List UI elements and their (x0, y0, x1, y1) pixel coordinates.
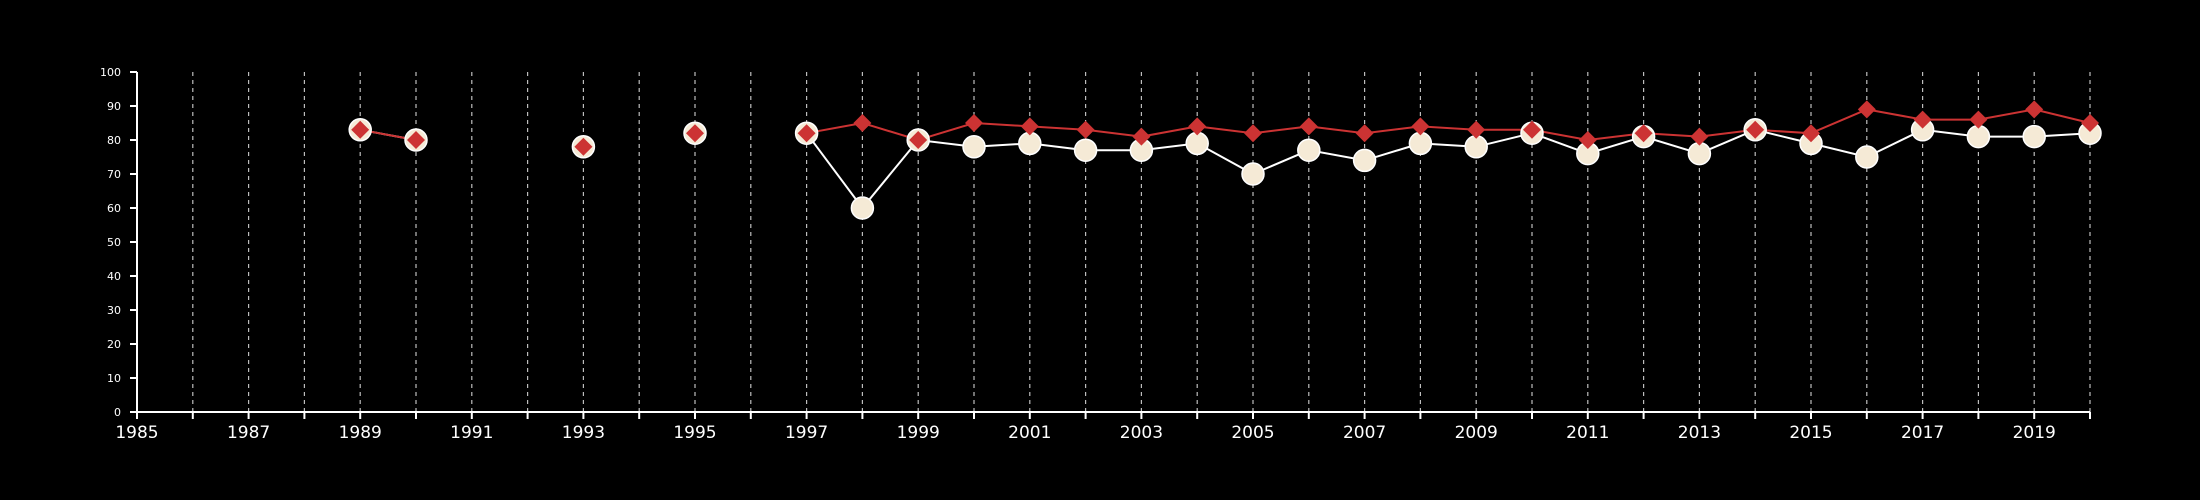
series-2-point (1411, 117, 1430, 136)
series-1-line (805, 128, 2091, 210)
series-1-point (850, 196, 875, 220)
x-tick-label: 2017 (1901, 423, 1944, 443)
series-1-point (1018, 131, 1042, 156)
x-tick-label: 1985 (115, 423, 158, 443)
series-1-point (1241, 162, 1265, 186)
series-2-point (407, 131, 425, 149)
series-1-point (1687, 141, 1712, 166)
x-tick-label: 1989 (339, 423, 382, 443)
series-2-point (965, 114, 983, 132)
series-2-point (1020, 117, 1039, 136)
series-2-point (1969, 110, 1988, 129)
axes: 1985 1987 1989 1991 1993 1995 1997 1999 2001 2003… (100, 66, 2091, 443)
series-2-point (1132, 127, 1151, 146)
y-tick-label: 80 (107, 134, 121, 147)
series-2-point (1857, 100, 1876, 119)
series-2-point (574, 137, 593, 156)
x-tick-label: 2005 (1231, 423, 1274, 443)
x-tick-label: 2015 (1789, 423, 1832, 443)
x-tick-label: 1997 (785, 423, 828, 443)
y-tick-label: 90 (107, 100, 121, 113)
y-tick-label: 20 (107, 338, 121, 351)
x-tick-label: 2019 (2013, 423, 2056, 443)
y-tick-label: 100 (100, 66, 121, 79)
series (348, 100, 2102, 220)
series-2-point (1467, 120, 1486, 139)
series-2-point (853, 114, 872, 132)
x-tick-label: 1999 (897, 423, 940, 443)
series-2-point (1746, 120, 1765, 139)
series-2-point (1299, 117, 1318, 136)
x-tick-label: 2011 (1566, 423, 1609, 443)
series-1-point (2022, 124, 2046, 149)
series-2-point (1634, 124, 1653, 143)
grid (192, 72, 2091, 412)
series-1-point (1073, 138, 1098, 162)
series-1-point (1297, 138, 1321, 162)
series-1-point (1966, 124, 1991, 149)
x-tick-label: 1995 (673, 423, 716, 443)
series-1-point (1855, 145, 1879, 169)
x-tick-label: 2001 (1008, 423, 1051, 443)
series-2-point (1244, 124, 1262, 143)
y-tick-label: 50 (107, 236, 121, 249)
y-tick-label: 10 (107, 372, 121, 385)
x-tick-label: 1991 (450, 423, 493, 443)
series-2-point (1076, 120, 1095, 139)
y-tick-label: 30 (107, 304, 121, 317)
x-tick-label: 2007 (1343, 423, 1386, 443)
series-1-point (1464, 135, 1488, 159)
series-2-point (2081, 114, 2099, 132)
x-tick-label: 1993 (562, 423, 605, 443)
series-1-point (1352, 148, 1377, 173)
series-1-point (962, 135, 986, 159)
series-2-point (1578, 131, 1597, 149)
series-1-point (1185, 131, 1209, 156)
series-2-point (1913, 110, 1932, 129)
series-2-line (806, 108, 2091, 142)
series-2-point (351, 120, 370, 139)
series-2-point (797, 124, 816, 143)
series-2-point (2025, 100, 2044, 119)
y-tick-label: 60 (107, 202, 121, 215)
series-2-point (686, 124, 704, 143)
series-2-point (1355, 124, 1374, 143)
y-tick-label: 0 (114, 406, 121, 419)
series-2-point (909, 131, 928, 149)
series-2-point (1690, 127, 1709, 146)
x-tick-label: 2003 (1120, 423, 1163, 443)
series-2-point (1523, 120, 1541, 139)
series-2-point (1188, 117, 1207, 136)
series-1-point (1408, 131, 1433, 156)
y-tick-label: 40 (107, 270, 121, 283)
series-2-point (1802, 124, 1820, 143)
y-tick-label: 70 (107, 168, 121, 181)
x-tick-label: 2009 (1455, 423, 1498, 443)
x-tick-label: 2013 (1678, 423, 1721, 443)
x-tick-label: 1987 (227, 423, 270, 443)
